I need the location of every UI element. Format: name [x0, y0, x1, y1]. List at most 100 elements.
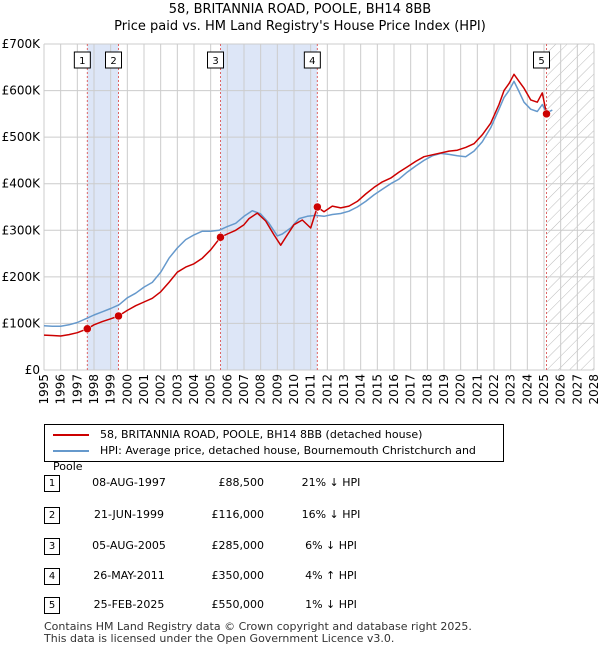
transaction-hpi: 6% ↓ HPI [305, 539, 357, 552]
transaction-number: 5 [44, 597, 60, 614]
legend-swatch-hpi [53, 450, 89, 452]
y-tick-label: £500K [2, 130, 42, 144]
sale-number-text: 2 [110, 56, 116, 67]
x-tick-label: 2011 [304, 374, 318, 405]
sale-point [216, 233, 225, 242]
sale-points [83, 109, 551, 334]
legend-label-property: 58, BRITANNIA ROAD, POOLE, BH14 8BB (det… [100, 428, 423, 441]
x-tick-label: 1996 [54, 374, 68, 405]
transaction-row: 2 21-JUN-1999 £116,000 16% ↓ HPI [44, 507, 464, 525]
x-tick-label: 2023 [504, 374, 518, 405]
transaction-price: £550,000 [211, 598, 265, 611]
x-tick-label: 2004 [187, 374, 201, 405]
sale-number-box [533, 51, 550, 69]
x-tick-label: 2007 [237, 374, 251, 405]
series-lines [43, 73, 553, 337]
x-tick-label: 2026 [554, 374, 568, 405]
transaction-date: 25-FEB-2025 [93, 598, 165, 611]
x-tick-label: 2027 [570, 374, 584, 405]
transaction-number: 4 [44, 568, 60, 585]
transaction-price: £116,000 [211, 508, 265, 521]
transaction-hpi: 4% ↑ HPI [305, 569, 357, 582]
x-axis-ticks: 1995 1996 1997 1998 1999 2000 2001 2002 2003 2004… [37, 374, 600, 405]
sale-number-label: 2 [105, 51, 122, 69]
ownership-shade [220, 44, 318, 370]
transaction-price: £350,000 [211, 569, 265, 582]
x-tick-label: 2014 [354, 374, 368, 405]
sale-number-box [73, 51, 91, 69]
sale-point [542, 109, 551, 119]
x-tick-label: 2013 [337, 374, 351, 405]
price-chart: 1 2 3 4 5 £0 £100K £200K £300K £400K £500K £600K £7… [2, 37, 600, 405]
sale-number-text: 4 [309, 56, 315, 67]
y-tick-label: £100K [2, 316, 42, 330]
x-tick-label: 2010 [287, 374, 301, 405]
transaction-date: 05-AUG-2005 [92, 539, 166, 552]
sale-number-label: 1 [73, 51, 91, 69]
x-tick-label: 1995 [37, 374, 51, 405]
x-tick-label: 2024 [520, 374, 534, 405]
y-tick-label: £200K [2, 270, 42, 284]
x-tick-label: 2028 [587, 374, 600, 405]
footer-copyright: Contains HM Land Registry data © Crown c… [44, 620, 472, 633]
x-tick-label: 2020 [454, 374, 468, 405]
sale-number-label: 4 [303, 51, 321, 69]
sale-number-box [105, 51, 122, 69]
hpi-line [43, 80, 553, 327]
y-tick-label: £700K [2, 37, 42, 51]
forecast-hatch [546, 44, 594, 370]
legend-item-property: 58, BRITANNIA ROAD, POOLE, BH14 8BB (det… [53, 427, 422, 443]
chart-subtitle: Price paid vs. HM Land Registry's House … [114, 19, 486, 34]
sale-number-label: 3 [207, 51, 224, 69]
x-tick-label: 2005 [204, 374, 218, 405]
property-price-line [43, 73, 548, 337]
x-tick-label: 2021 [470, 374, 484, 405]
sale-point [114, 311, 123, 321]
y-tick-label: £0 [25, 363, 40, 377]
sale-number-labels: 1 2 3 4 5 [73, 51, 550, 69]
x-tick-label: 2001 [137, 374, 151, 405]
footer-licence: This data is licensed under the Open Gov… [44, 632, 395, 645]
transaction-number: 2 [44, 507, 60, 524]
transaction-date: 21-JUN-1999 [93, 508, 165, 521]
transaction-price: £88,500 [218, 476, 265, 489]
x-tick-label: 1999 [104, 374, 118, 405]
transaction-date: 26-MAY-2011 [93, 569, 165, 582]
x-tick-label: 2018 [420, 374, 434, 405]
x-tick-label: 2025 [537, 374, 551, 405]
x-tick-label: 2000 [120, 374, 134, 405]
legend-item-hpi: HPI: Average price, detached house, Bour… [53, 443, 503, 473]
grid-lines [43, 43, 595, 371]
sale-point [83, 324, 92, 334]
y-axis-ticks: £0 £100K £200K £300K £400K £500K £600K £700K [2, 37, 42, 377]
x-tick-label: 2015 [370, 374, 384, 405]
transaction-hpi: 1% ↓ HPI [305, 598, 357, 611]
transaction-number: 1 [44, 475, 60, 492]
legend: 58, BRITANNIA ROAD, POOLE, BH14 8BB (det… [44, 424, 504, 473]
x-tick-label: 2002 [154, 374, 168, 405]
x-tick-label: 2019 [437, 374, 451, 405]
x-tick-label: 1997 [70, 374, 84, 405]
sale-point [313, 202, 322, 212]
x-tick-label: 2009 [270, 374, 284, 405]
x-tick-label: 2003 [170, 374, 184, 405]
forecast-region [546, 44, 594, 370]
x-tick-label: 2012 [320, 374, 334, 405]
transaction-hpi: 16% ↓ HPI [301, 508, 361, 521]
x-tick-label: 2022 [487, 374, 501, 405]
chart-title: 58, BRITANNIA ROAD, POOLE, BH14 8BB [168, 2, 432, 17]
x-tick-label: 2017 [404, 374, 418, 405]
y-tick-label: £400K [2, 177, 42, 191]
sale-number-box [303, 51, 321, 69]
x-tick-label: 2016 [387, 374, 401, 405]
y-tick-label: £600K [2, 84, 42, 98]
transaction-row: 1 08-AUG-1997 £88,500 21% ↓ HPI [44, 475, 464, 493]
x-tick-label: 2008 [254, 374, 268, 405]
sale-number-text: 1 [79, 56, 85, 67]
transaction-hpi: 21% ↓ HPI [301, 476, 361, 489]
transaction-row: 5 25-FEB-2025 £550,000 1% ↓ HPI [44, 597, 464, 615]
legend-swatch-property [53, 434, 89, 436]
sale-number-label: 5 [533, 51, 550, 69]
x-tick-label: 2006 [220, 374, 234, 405]
sale-number-text: 5 [538, 56, 544, 67]
